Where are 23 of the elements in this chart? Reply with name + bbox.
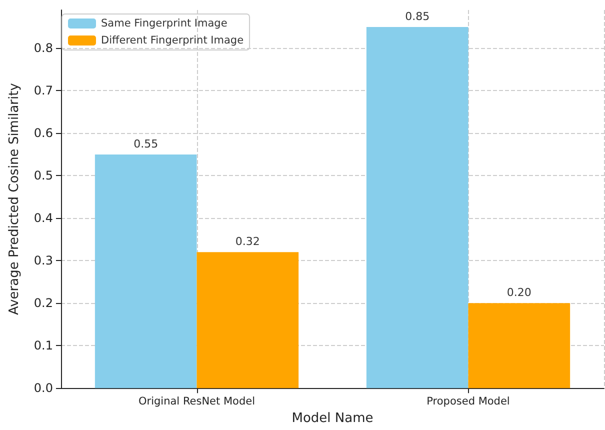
x-axis-title: Model Name	[292, 411, 374, 426]
legend-label: Different Fingerprint Image	[101, 34, 244, 46]
data-label: 0.55	[134, 137, 158, 150]
y-tick-label: 0.0	[34, 381, 53, 396]
y-tick-label: 0.8	[34, 41, 53, 56]
y-tick-label: 0.2	[34, 296, 53, 310]
bar	[94, 154, 197, 388]
y-tick-label: 0.3	[34, 254, 53, 268]
bar	[196, 252, 299, 388]
y-tick-label: 0.1	[34, 338, 53, 353]
x-tick-label: Original ResNet Model	[138, 396, 255, 408]
bar	[366, 26, 468, 388]
legend-label: Same Fingerprint Image	[101, 18, 228, 30]
bar	[468, 303, 570, 388]
data-label: 0.20	[506, 286, 532, 300]
y-tick-label: 0.6	[34, 126, 53, 140]
y-tick-label: 0.4	[34, 211, 53, 226]
x-tick-label: Proposed Model	[426, 396, 510, 408]
y-tick-label: 0.5	[34, 168, 53, 183]
y-tick-label: 0.7	[34, 84, 53, 98]
data-label: 0.32	[235, 235, 260, 248]
y-axis-title: Average Predicted Cosine Similarity	[7, 82, 22, 316]
data-label: 0.85	[405, 10, 430, 23]
